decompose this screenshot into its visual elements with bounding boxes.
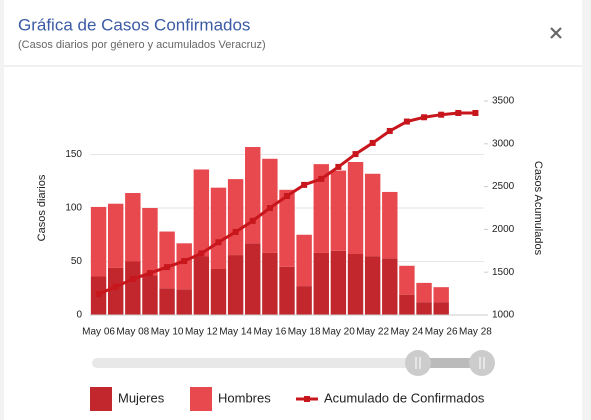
bar bbox=[382, 258, 398, 315]
line-point bbox=[455, 109, 462, 116]
y2-tick-label: 3000 bbox=[492, 138, 515, 149]
y2-tick-label: 1500 bbox=[492, 267, 515, 278]
bar bbox=[262, 252, 278, 315]
legend-label: Mujeres bbox=[118, 390, 165, 405]
bar bbox=[416, 282, 432, 303]
bar bbox=[125, 261, 141, 315]
line-point bbox=[95, 291, 102, 298]
y-tick-label: 50 bbox=[71, 256, 83, 267]
y-axis-label: Casos diarios bbox=[36, 174, 48, 241]
line-point bbox=[129, 276, 136, 283]
y-tick-label: 0 bbox=[76, 310, 82, 321]
line-point bbox=[318, 175, 325, 182]
bar bbox=[107, 203, 124, 268]
x-tick-label: May 26 bbox=[425, 327, 458, 338]
bar bbox=[210, 268, 227, 315]
bar bbox=[176, 289, 192, 315]
line-point bbox=[335, 163, 342, 170]
range-navigator[interactable] bbox=[92, 350, 495, 376]
bar bbox=[227, 179, 244, 256]
x-tick-label: May 24 bbox=[391, 327, 424, 338]
line-point bbox=[112, 283, 119, 290]
line-point bbox=[232, 228, 239, 235]
bar bbox=[227, 255, 244, 315]
bar bbox=[279, 189, 295, 267]
line-point bbox=[164, 264, 171, 271]
bar bbox=[279, 266, 295, 315]
bar bbox=[107, 267, 124, 315]
line-point bbox=[198, 250, 205, 257]
y2-tick-label: 2500 bbox=[492, 181, 515, 192]
bar bbox=[399, 294, 415, 315]
legend-swatch bbox=[90, 387, 112, 411]
bar bbox=[159, 288, 175, 315]
line-point bbox=[301, 181, 308, 188]
bar bbox=[433, 287, 449, 303]
bar bbox=[330, 250, 347, 315]
line-point bbox=[181, 258, 188, 265]
y-tick-label: 150 bbox=[65, 149, 82, 160]
line-point bbox=[421, 114, 428, 121]
y2-axis-label: Casos Acumulados bbox=[532, 161, 544, 256]
bar bbox=[296, 234, 312, 287]
bar bbox=[90, 206, 107, 277]
x-tick-label: May 28 bbox=[459, 327, 492, 338]
x-tick-label: May 18 bbox=[288, 327, 321, 338]
bar bbox=[313, 164, 329, 253]
chart-subtitle: (Casos diarios por género y acumulados V… bbox=[18, 39, 266, 51]
bar bbox=[313, 252, 329, 315]
x-tick-label: May 06 bbox=[82, 327, 115, 338]
line-point bbox=[352, 151, 359, 158]
bar bbox=[245, 243, 261, 315]
line-point bbox=[266, 205, 273, 211]
x-tick-label: May 16 bbox=[253, 327, 286, 338]
bar bbox=[142, 208, 158, 276]
x-tick-label: May 12 bbox=[185, 327, 218, 338]
bar bbox=[176, 243, 192, 290]
bar bbox=[125, 193, 141, 262]
bar bbox=[364, 256, 381, 315]
close-button[interactable] bbox=[550, 27, 562, 39]
bar bbox=[416, 302, 432, 315]
x-tick-label: May 14 bbox=[219, 327, 252, 338]
x-tick-label: May 08 bbox=[116, 327, 149, 338]
chart-title: Gráfica de Casos Confirmados bbox=[18, 15, 250, 34]
line-point bbox=[284, 193, 290, 200]
bar bbox=[399, 265, 415, 295]
bar bbox=[330, 170, 347, 251]
y2-tick-label: 2000 bbox=[492, 224, 515, 235]
line-point bbox=[215, 239, 222, 246]
y-tick-label: 100 bbox=[65, 203, 82, 214]
x-tick-label: May 22 bbox=[356, 327, 389, 338]
bar bbox=[296, 286, 312, 315]
line-point bbox=[146, 270, 153, 277]
line-point bbox=[438, 111, 445, 118]
bar bbox=[347, 254, 364, 315]
legend-swatch bbox=[190, 387, 212, 411]
legend-label: Hombres bbox=[218, 390, 271, 405]
line-point bbox=[403, 118, 410, 125]
bar bbox=[382, 191, 398, 259]
bar bbox=[364, 173, 381, 257]
bar bbox=[142, 275, 158, 315]
legend-swatch bbox=[304, 396, 310, 402]
bar bbox=[159, 231, 175, 289]
legend-label: Acumulado de Confirmados bbox=[324, 390, 485, 405]
y2-tick-label: 1000 bbox=[492, 310, 515, 321]
bar bbox=[433, 302, 449, 315]
bar bbox=[193, 256, 210, 315]
bar bbox=[193, 169, 210, 257]
bar bbox=[245, 147, 261, 244]
line-point bbox=[472, 109, 479, 116]
line-point bbox=[369, 139, 376, 146]
y2-tick-label: 3500 bbox=[492, 96, 515, 107]
x-tick-label: May 10 bbox=[151, 327, 184, 338]
line-point bbox=[249, 217, 256, 224]
line-point bbox=[386, 127, 393, 134]
bar bbox=[210, 187, 227, 269]
x-tick-label: May 20 bbox=[322, 327, 355, 338]
bar bbox=[347, 161, 364, 255]
